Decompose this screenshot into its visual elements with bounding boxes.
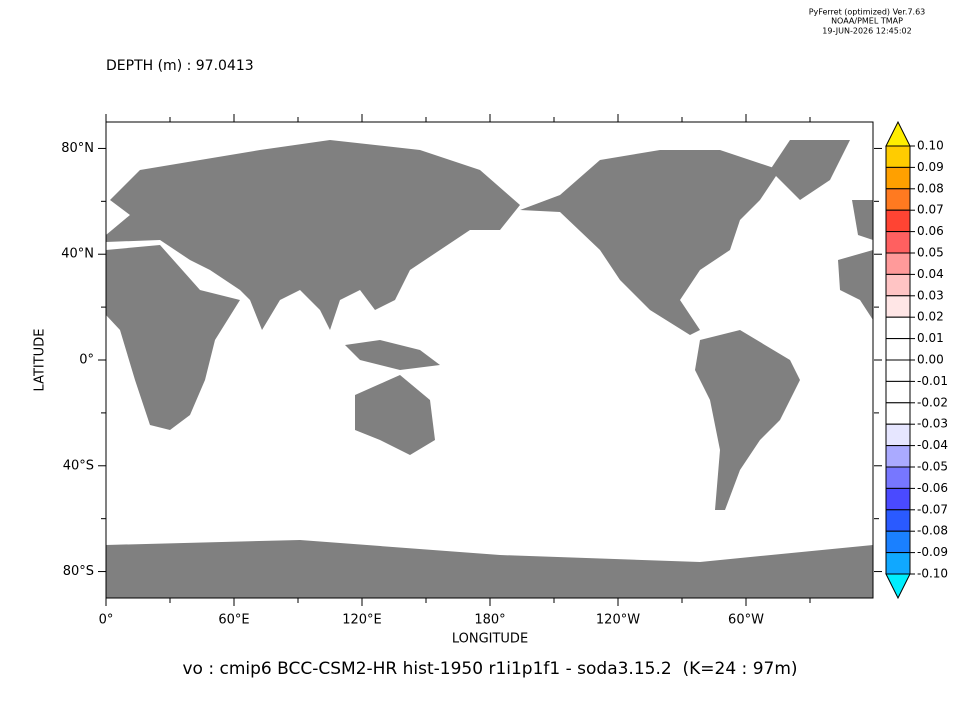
west-africa [838,250,873,320]
colorbar-label: 0.02 [917,310,944,324]
colorbar-box [885,231,911,254]
colorbar-label: 0.10 [917,139,944,153]
x-tick-label: 120°E [342,613,382,628]
date: 19-JUN-2026 12:45:02 [822,27,911,36]
colorbar-label: 0.08 [917,181,944,195]
colorbar-box [885,423,911,447]
y-tick-label: 80°N [61,141,94,156]
colorbar-label: -0.04 [917,438,948,452]
colorbar-box [885,487,911,511]
colorbar-label: 0.09 [917,160,944,174]
colorbar-label: -0.06 [917,481,948,495]
colorbar-label: 0.05 [917,246,944,260]
colorbar-box [885,402,911,425]
north-america [520,150,780,335]
colorbar-label: -0.09 [917,545,948,559]
colorbar-label: 0.04 [917,267,944,281]
colorbar-label: 0.06 [917,224,944,238]
colorbar-box [885,188,911,211]
colorbar-box [885,209,911,233]
colorbar-bottom-triangle [885,573,911,600]
org: NOAA/PMEL TMAP [831,17,903,26]
x-tick-label: 60°E [218,613,249,628]
colorbar-box [885,530,911,554]
y-tick-label: 40°S [63,458,94,473]
colorbar-box [885,509,911,532]
colorbar-label: -0.08 [917,524,948,538]
depth-label: DEPTH (m) : 97.0413 [106,58,254,74]
colorbar-label: 0.03 [917,288,944,302]
colorbar-label: -0.02 [917,395,948,409]
south-america [695,330,800,510]
colorbar-box [885,295,911,318]
colorbar-box [885,252,911,275]
islands [345,340,440,370]
colorbar-label: 0.07 [917,203,944,217]
africa [106,245,240,430]
colorbar-top-triangle [885,120,911,147]
x-tick-label: 180° [474,613,505,628]
colorbar-box [885,552,911,575]
x-axis-label: LONGITUDE [452,632,528,647]
colorbar-box [885,338,911,361]
eurasia [106,140,520,330]
x-tick-label: 0° [99,613,114,628]
colorbar-label: -0.07 [917,502,948,516]
land [105,121,874,599]
caption: vo : cmip6 BCC-CSM2-HR hist-1950 r1i1p1f… [182,659,797,679]
europe-west [852,200,873,240]
x-tick-label: 120°W [596,613,640,628]
colorbar-box [885,359,911,382]
australia [355,375,435,455]
y-tick-label: 0° [79,353,94,368]
colorbar-label: -0.01 [917,374,948,388]
colorbar-box [885,273,911,297]
colorbar-label: 0.00 [917,353,944,367]
y-tick-label: 80°S [63,564,94,579]
x-tick-label: 60°W [728,613,764,628]
greenland [770,140,850,200]
software: PyFerret (optimized) Ver.7.63 [809,8,926,17]
y-axis-label: LATITUDE [33,329,48,392]
colorbar-box [885,445,911,468]
colorbar-box [885,166,911,190]
colorbar-label: 0.01 [917,331,944,345]
colorbar-label: -0.10 [917,567,948,581]
colorbar-box [885,380,911,404]
colorbar-label: -0.03 [917,417,948,431]
colorbar-box [885,466,911,489]
colorbar-box [885,145,911,168]
colorbar-label: -0.05 [917,460,948,474]
y-tick-label: 40°N [61,247,94,262]
antarctica [106,540,873,598]
colorbar-box [885,316,911,340]
